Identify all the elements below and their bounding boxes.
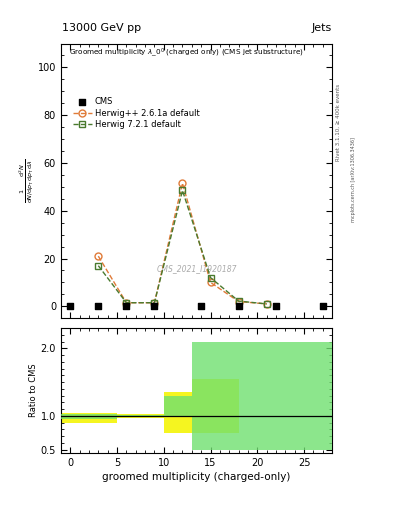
CMS	[235, 302, 242, 310]
Text: CMS_2021_I1920187: CMS_2021_I1920187	[156, 264, 237, 273]
Herwig++ 2.6.1a default	[152, 300, 157, 306]
Line: Herwig 7.2.1 default: Herwig 7.2.1 default	[95, 187, 270, 307]
Herwig 7.2.1 default	[208, 274, 213, 281]
CMS	[151, 302, 158, 310]
Herwig 7.2.1 default	[264, 301, 269, 307]
Text: Jets: Jets	[311, 23, 331, 33]
Legend: CMS, Herwig++ 2.6.1a default, Herwig 7.2.1 default: CMS, Herwig++ 2.6.1a default, Herwig 7.2…	[73, 97, 200, 129]
Herwig++ 2.6.1a default	[264, 301, 269, 307]
X-axis label: groomed multiplicity (charged-only): groomed multiplicity (charged-only)	[102, 472, 291, 482]
CMS	[198, 302, 204, 310]
Y-axis label: $\frac{1}{\mathrm{d}N/\mathrm{d}p_\mathrm{T}}\frac{\mathrm{d}^2N}{\mathrm{d}p_\m: $\frac{1}{\mathrm{d}N/\mathrm{d}p_\mathr…	[18, 159, 36, 203]
Text: 13000 GeV pp: 13000 GeV pp	[62, 23, 141, 33]
Herwig 7.2.1 default	[180, 187, 185, 194]
CMS	[123, 302, 130, 310]
CMS	[67, 302, 73, 310]
Herwig 7.2.1 default	[152, 300, 157, 306]
Text: Groomed multiplicity $\lambda\_0^{0}$ (charged only) (CMS jet substructure): Groomed multiplicity $\lambda\_0^{0}$ (c…	[69, 46, 304, 59]
Text: Rivet 3.1.10, ≥ 400k events: Rivet 3.1.10, ≥ 400k events	[336, 84, 341, 161]
CMS	[95, 302, 101, 310]
Herwig++ 2.6.1a default	[236, 298, 241, 305]
Herwig++ 2.6.1a default	[96, 253, 101, 259]
Herwig 7.2.1 default	[96, 263, 101, 269]
CMS	[273, 302, 279, 310]
Herwig++ 2.6.1a default	[124, 300, 129, 306]
Text: mcplots.cern.ch [arXiv:1306.3436]: mcplots.cern.ch [arXiv:1306.3436]	[351, 137, 356, 222]
Herwig 7.2.1 default	[236, 298, 241, 304]
Herwig 7.2.1 default	[124, 300, 129, 306]
CMS	[320, 302, 326, 310]
Herwig++ 2.6.1a default	[208, 280, 213, 286]
Line: Herwig++ 2.6.1a default: Herwig++ 2.6.1a default	[95, 180, 270, 307]
Herwig++ 2.6.1a default	[180, 180, 185, 186]
Y-axis label: Ratio to CMS: Ratio to CMS	[29, 364, 38, 417]
